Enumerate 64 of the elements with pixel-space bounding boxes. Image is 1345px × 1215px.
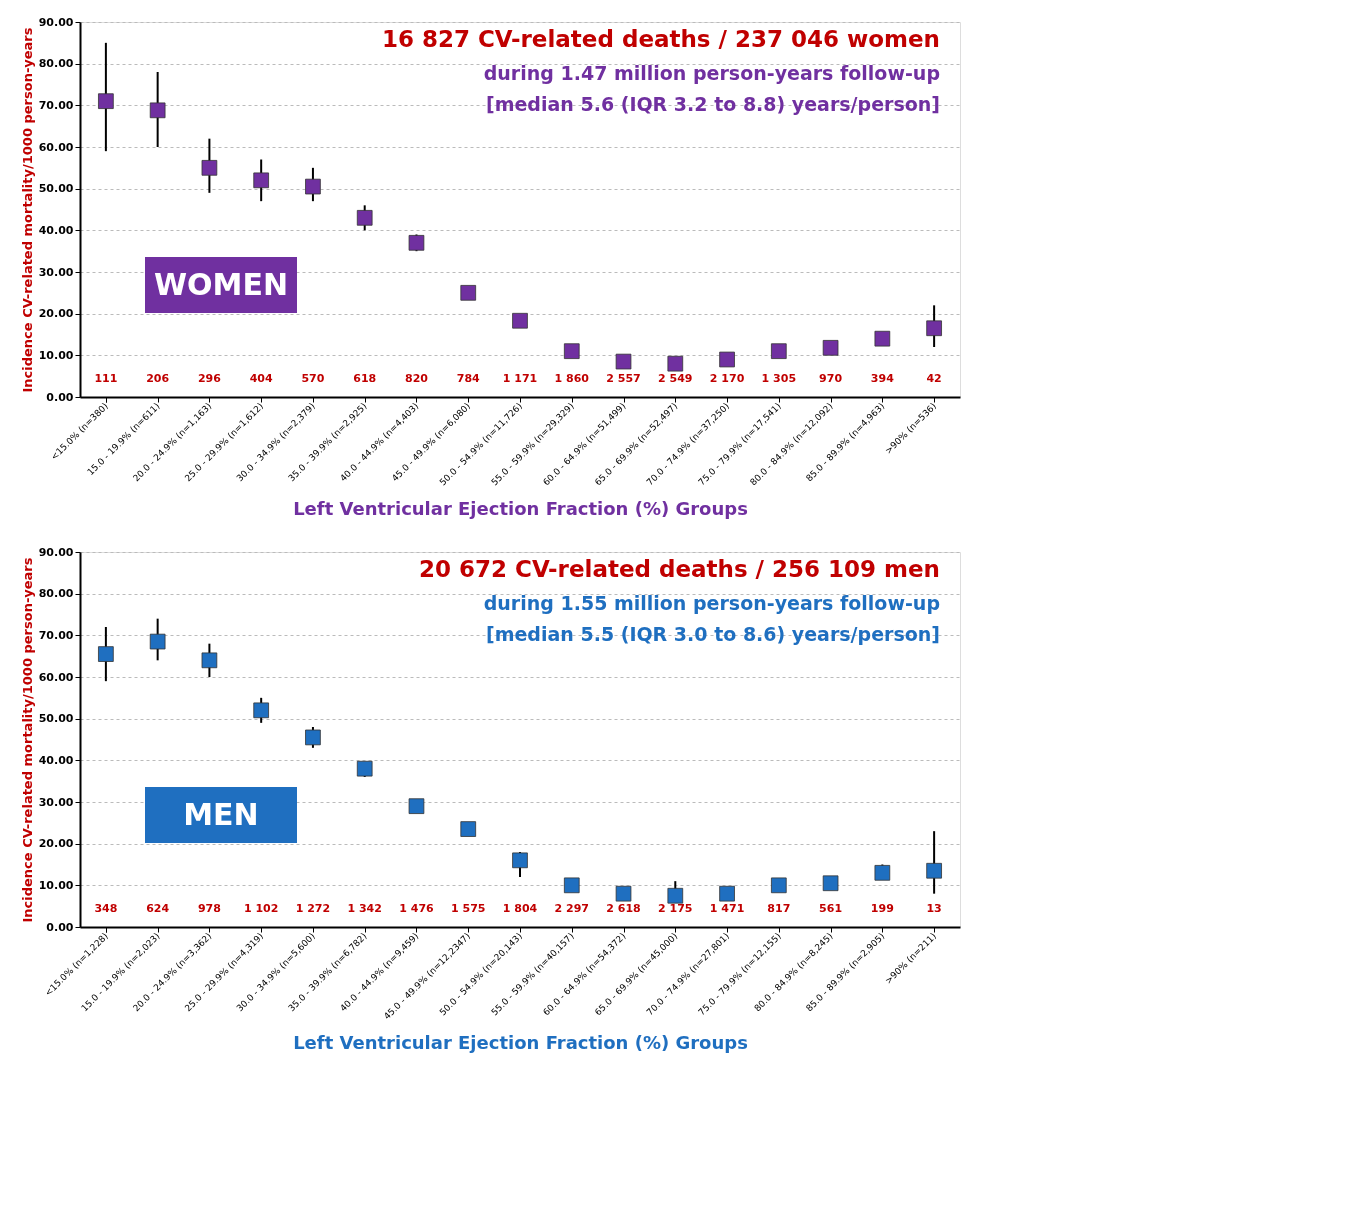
y-tick-label: 10.00 (38, 348, 74, 362)
y-tick-label: 30.00 (38, 265, 74, 279)
annotation: 2 297 (554, 902, 589, 915)
y-tick-label: 40.00 (38, 223, 74, 237)
chart-title: 20 672 CV-related deaths / 256 109 men (418, 556, 940, 582)
y-tick-label: 0.00 (46, 390, 74, 404)
y-tick-label: 50.00 (38, 712, 74, 726)
text: during 1.47 million person-years follow-up [median 5.6 (IQR 3.2 to 8.8) years/person] (483, 62, 940, 115)
annotation: 1 860 (554, 372, 590, 385)
annotation: 2 557 (606, 372, 641, 385)
x-axis-title: Left Ventricular Ejection Fraction (%) Groups (293, 498, 748, 520)
y-tick-label: 20.00 (38, 837, 74, 851)
annotation: 561 (819, 902, 843, 915)
y-tick-label: 20.00 (38, 307, 74, 321)
annotation: 820 (404, 372, 429, 385)
text: during 1.55 million person-years follow-up [median 5.5 (IQR 3.0 to 8.6) years/person] (483, 592, 940, 645)
annotation: 111 (94, 372, 118, 385)
annotation: 1 102 (243, 902, 279, 915)
y-tick-label: 60.00 (38, 670, 74, 684)
annotation: 624 (146, 902, 170, 915)
y-tick-label: 10.00 (38, 878, 74, 892)
y-axis-title: Incidence CV-related mortality/1000 person-years (19, 557, 35, 923)
chart-title: 16 827 CV-related deaths / 237 046 women (381, 26, 940, 52)
annotation: 1 305 (761, 372, 797, 385)
annotation: 2 549 (658, 372, 693, 385)
annotation: 1 575 (451, 902, 486, 915)
y-tick-label: 80.00 (38, 57, 74, 71)
y-tick-label: 0.00 (46, 920, 74, 934)
annotation: 2 170 (709, 372, 745, 385)
y-tick-label: 90.00 (38, 15, 74, 29)
annotation: 1 171 (502, 372, 538, 385)
y-tick-label: 80.00 (38, 587, 74, 601)
annotation: 42 (926, 372, 942, 385)
annotation: 1 471 (709, 902, 745, 915)
annotation: 13 (926, 902, 942, 915)
annotation: 817 (767, 902, 791, 915)
annotation: WOMEN (153, 267, 289, 302)
annotation: 199 (870, 902, 894, 915)
annotation: 296 (197, 372, 222, 385)
y-axis-title: Incidence CV-related mortality/1000 person-years (19, 27, 35, 393)
annotation: 1 804 (502, 902, 538, 915)
x-axis-title: Left Ventricular Ejection Fraction (%) Groups (293, 1032, 748, 1054)
annotation: 1 272 (295, 902, 331, 915)
annotation: MEN (183, 797, 259, 832)
annotation: 206 (146, 372, 170, 385)
annotation: 618 (353, 372, 377, 385)
annotation: 570 (301, 372, 325, 385)
y-tick-label: 30.00 (38, 795, 74, 809)
annotation: 784 (456, 372, 481, 385)
y-tick-label: 50.00 (38, 182, 74, 196)
y-tick-label: 40.00 (38, 753, 74, 767)
y-tick-label: 60.00 (38, 140, 74, 154)
y-tick-label: 70.00 (38, 98, 74, 112)
annotation: 978 (197, 902, 221, 915)
annotation: 970 (819, 372, 843, 385)
annotation: 404 (249, 372, 273, 385)
annotation: 2 175 (658, 902, 693, 915)
y-tick-label: 90.00 (38, 545, 74, 559)
annotation: 1 476 (399, 902, 435, 915)
annotation: 394 (870, 372, 895, 385)
annotation: 1 342 (347, 902, 382, 915)
annotation: 2 618 (606, 902, 641, 915)
y-tick-label: 70.00 (38, 628, 74, 642)
annotation: 348 (94, 902, 118, 915)
